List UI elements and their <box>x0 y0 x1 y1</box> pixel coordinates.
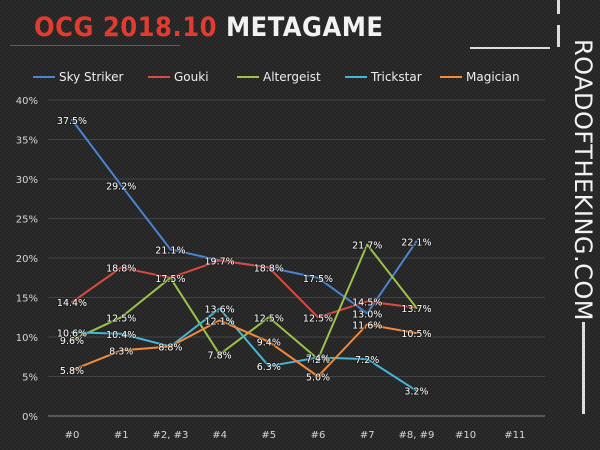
series-line <box>71 243 418 361</box>
data-label: 7.2% <box>306 355 330 366</box>
data-label: 21.1% <box>155 245 185 256</box>
data-label: 7.8% <box>208 350 232 361</box>
data-label: 11.6% <box>352 320 382 331</box>
data-label: 13.6% <box>205 305 235 316</box>
decorative-tick-upper <box>557 25 560 47</box>
decorative-rule-top <box>470 47 550 49</box>
series-line <box>71 118 418 315</box>
data-label: 29.2% <box>106 181 136 192</box>
y-tick-label: 25% <box>16 215 38 226</box>
x-tick-label: #0 <box>65 430 80 441</box>
data-label: 14.4% <box>57 298 87 309</box>
data-label: 7.2% <box>355 355 379 366</box>
chart-title-main: METAGAME <box>225 12 384 43</box>
x-tick-label: #5 <box>261 430 276 441</box>
data-label: 22.1% <box>401 237 431 248</box>
chart-title: OCG 2018.10 METAGAME <box>34 12 384 43</box>
x-tick-label: #7 <box>360 430 375 441</box>
data-label: 12.5% <box>106 313 136 324</box>
data-label: 12.1% <box>205 316 235 327</box>
data-label: 21.7% <box>352 241 382 252</box>
x-tick-label: #11 <box>504 430 525 441</box>
legend-label: Gouki <box>174 70 209 84</box>
x-tick-label: #6 <box>311 430 326 441</box>
data-label: 10.5% <box>401 329 431 340</box>
decorative-tick-top <box>557 0 560 14</box>
x-tick-label: #10 <box>455 430 476 441</box>
y-tick-label: 30% <box>16 175 38 186</box>
data-label: 8.3% <box>109 346 133 357</box>
x-tick-label: #2, #3 <box>152 430 188 441</box>
data-label: 9.6% <box>60 336 84 347</box>
y-tick-label: 5% <box>22 373 38 384</box>
data-label: 5.0% <box>306 373 330 384</box>
data-label: 3.2% <box>404 387 428 398</box>
decorative-rule-left <box>10 45 180 46</box>
data-label: 18.8% <box>254 263 284 274</box>
data-label: 18.8% <box>106 263 136 274</box>
x-tick-label: #8, #9 <box>398 430 434 441</box>
legend-label: Sky Striker <box>59 70 124 84</box>
data-label: 12.5% <box>303 313 333 324</box>
y-tick-label: 20% <box>16 254 38 265</box>
data-label: 19.7% <box>205 256 235 267</box>
data-label: 8.8% <box>158 342 182 353</box>
series-line <box>71 259 418 319</box>
data-label: 14.5% <box>352 297 382 308</box>
decorative-bar-side <box>582 322 585 414</box>
y-tick-label: 0% <box>22 412 38 423</box>
chart-title-accent: OCG 2018.10 <box>34 12 217 43</box>
x-tick-label: #4 <box>212 430 227 441</box>
data-label: 37.5% <box>57 116 87 127</box>
legend-label: Trickstar <box>370 70 422 84</box>
data-label: 6.3% <box>257 362 281 373</box>
data-label: 10.4% <box>106 330 136 341</box>
data-label: 17.5% <box>303 274 333 285</box>
series-line <box>71 307 418 392</box>
data-label: 9.4% <box>257 338 281 349</box>
y-tick-label: 40% <box>16 96 38 107</box>
y-tick-label: 35% <box>16 136 38 147</box>
data-label: 5.8% <box>60 366 84 377</box>
legend-label: Altergeist <box>263 70 321 84</box>
data-label: 12.5% <box>254 313 284 324</box>
data-label: 13.7% <box>401 304 431 315</box>
y-tick-label: 15% <box>16 294 38 305</box>
series-line <box>71 319 418 378</box>
data-label: 7.4% <box>306 354 330 365</box>
data-label: 17.5% <box>155 274 185 285</box>
x-tick-label: #1 <box>114 430 129 441</box>
data-label: 10.6% <box>57 328 87 339</box>
legend-label: Magician <box>466 70 520 84</box>
y-tick-label: 10% <box>16 333 38 344</box>
data-label: 13.0% <box>352 309 382 320</box>
